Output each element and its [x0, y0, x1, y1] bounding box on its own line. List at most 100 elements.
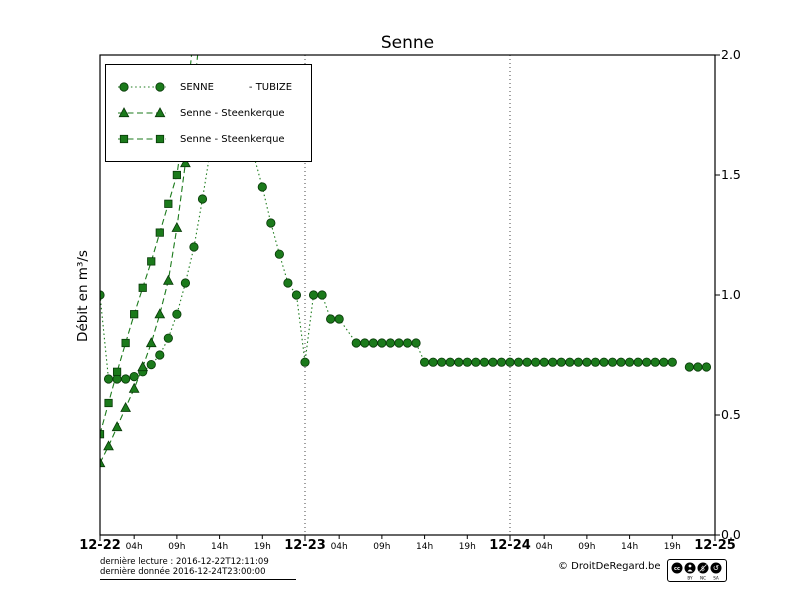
- marker-triangle: [118, 107, 130, 118]
- marker-circle: [266, 218, 276, 228]
- marker-circle: [667, 357, 677, 367]
- marker-circle: [163, 333, 173, 343]
- last-data-text: dernière donnée 2016-12-24T23:00:00: [100, 567, 266, 577]
- marker-circle: [650, 357, 660, 367]
- x-axis-major-label: 12-24: [489, 538, 531, 553]
- legend-sample-triangle: [118, 107, 166, 118]
- sa-icon-glyph: ↺: [713, 564, 719, 573]
- y-axis-tick-label: 1.0: [721, 287, 741, 302]
- marker-circle: [257, 182, 267, 192]
- legend-entry: Senne - Steenkerque: [114, 126, 303, 152]
- chart-title: Senne: [380, 33, 435, 53]
- marker-circle: [155, 82, 165, 92]
- x-axis-minor-label: 09h: [168, 542, 186, 552]
- marker-circle: [121, 374, 131, 384]
- cc-license-icons: cc $ ↺ BY NC SA: [671, 562, 722, 581]
- marker-triangle: [111, 421, 123, 432]
- marker-circle: [283, 278, 293, 288]
- marker-circle: [291, 290, 302, 300]
- cc-icon: cc: [671, 562, 683, 574]
- marker-circle: [377, 338, 387, 348]
- marker-circle: [565, 357, 575, 367]
- marker-circle: [659, 357, 669, 367]
- y-axis-tick-label: 0.5: [721, 407, 741, 422]
- marker-circle: [411, 338, 421, 348]
- y-axis-tick-label: 1.5: [721, 167, 741, 182]
- legend-label: Senne - Steenkerque: [180, 107, 285, 119]
- marker-circle: [402, 338, 413, 348]
- x-axis-minor-label: 04h: [535, 542, 553, 552]
- marker-circle: [308, 290, 319, 300]
- legend-sample-circle: [118, 82, 166, 92]
- marker-circle: [103, 374, 114, 384]
- marker-circle: [642, 357, 652, 367]
- x-axis-minor-label: 04h: [125, 542, 143, 552]
- y-axis-tick-label: 2.0: [721, 47, 741, 62]
- marker-circle: [479, 357, 489, 367]
- nc-icon: $: [697, 562, 709, 574]
- x-axis-minor-label: 09h: [373, 542, 391, 552]
- license-letter-by: BY: [687, 576, 693, 581]
- x-axis-minor-label: 14h: [211, 542, 229, 552]
- marker-square: [155, 134, 165, 144]
- legend-entry: Senne - Steenkerque: [114, 100, 303, 126]
- marker-circle: [437, 357, 447, 367]
- marker-circle: [189, 242, 199, 252]
- x-axis-minor-label: 19h: [253, 542, 271, 552]
- marker-square: [121, 338, 130, 348]
- marker-triangle: [154, 308, 166, 319]
- series-line-2: [100, 55, 193, 435]
- marker-circle: [693, 362, 703, 372]
- marker-circle: [119, 82, 129, 92]
- marker-circle: [556, 357, 566, 367]
- legend-entry: SENNE - TUBIZE: [114, 74, 303, 100]
- cc-license-badge[interactable]: cc $ ↺ BY NC SA: [667, 559, 727, 582]
- marker-circle: [701, 362, 712, 372]
- marker-circle: [129, 371, 139, 382]
- x-axis-minor-label: 14h: [621, 542, 639, 552]
- marker-circle: [616, 357, 626, 367]
- x-axis-major-label: 12-23: [284, 538, 326, 553]
- legend-sample-square: [118, 134, 166, 144]
- marker-circle: [471, 357, 481, 367]
- marker-circle: [146, 359, 156, 370]
- license-letter-sa: SA: [713, 576, 719, 581]
- legend: SENNE - TUBIZE Senne - Steenkerque Senne -…: [105, 64, 312, 162]
- x-axis-major-label: 12-25: [694, 538, 736, 553]
- marker-circle: [419, 357, 430, 367]
- marker-circle: [462, 357, 472, 367]
- marker-circle: [633, 357, 643, 367]
- marker-triangle: [162, 274, 174, 285]
- marker-square: [147, 257, 156, 266]
- marker-circle: [684, 362, 694, 372]
- marker-circle: [522, 357, 532, 367]
- marker-circle: [351, 338, 361, 348]
- marker-circle: [155, 350, 165, 360]
- marker-circle: [180, 278, 191, 288]
- marker-circle: [582, 357, 592, 367]
- marker-circle: [607, 357, 618, 367]
- marker-circle: [454, 357, 464, 367]
- marker-circle: [112, 374, 122, 384]
- marker-square: [138, 283, 147, 292]
- marker-circle: [172, 309, 182, 319]
- marker-circle: [300, 357, 310, 367]
- marker-circle: [394, 338, 404, 348]
- marker-circle: [599, 357, 609, 367]
- copyright-text: © DroitDeRegard.be: [558, 561, 661, 572]
- by-person-icon: [684, 562, 696, 574]
- marker-triangle: [100, 457, 106, 468]
- marker-circle: [590, 357, 601, 367]
- last-reading-text: dernière lecture : 2016-12-22T12:11:09: [100, 557, 269, 567]
- marker-triangle: [137, 361, 149, 372]
- marker-circle: [385, 338, 396, 348]
- marker-triangle: [120, 401, 131, 412]
- marker-triangle: [145, 337, 157, 348]
- marker-triangle: [154, 107, 166, 118]
- marker-circle: [368, 338, 378, 348]
- marker-square: [119, 134, 129, 144]
- legend-label: SENNE - TUBIZE: [180, 81, 293, 93]
- marker-circle: [326, 314, 336, 324]
- marker-triangle: [171, 221, 183, 232]
